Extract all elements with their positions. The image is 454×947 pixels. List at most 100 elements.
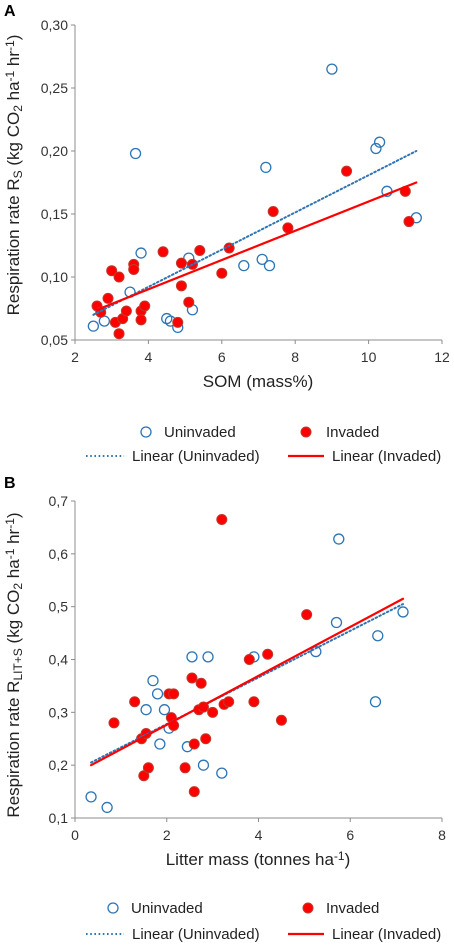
panel-a-x-tick-label: 4 [145, 349, 153, 365]
y-axis-title-part: ha [4, 81, 23, 105]
panel-b-y-tick-label: 0,1 [49, 810, 69, 826]
panel-a-point-invaded [172, 316, 184, 328]
panel-b-point-invaded [200, 733, 212, 745]
panel-b-y-tick-label: 0,3 [49, 704, 69, 720]
panel-b-point-uninvaded [369, 696, 382, 708]
x-axis-title-part: Litter mass (tonnes ha [166, 850, 335, 869]
panel-a-point-invaded [113, 328, 125, 340]
panel-a-x-axis-title: SOM (mass%) [203, 372, 314, 391]
panel-b-point-invaded [188, 738, 200, 750]
panel-b-point-invaded [262, 648, 274, 660]
panel-b-point-invaded [142, 762, 154, 774]
panel-a-point-invaded [175, 257, 187, 269]
panel-b-point-uninvaded [197, 759, 210, 771]
y-axis-title-part: -1 [3, 548, 17, 559]
panel-a-point-invaded [403, 216, 415, 228]
legend-uninvaded-label: Uninvaded [164, 424, 236, 441]
panel-b-point-invaded [186, 672, 198, 684]
panel-a-point-invaded [341, 165, 353, 177]
panel-b-point-invaded [223, 696, 235, 708]
panel-a-point-invaded [113, 271, 125, 283]
panel-b-point-invaded [188, 786, 200, 798]
panel-a-point-invaded [139, 300, 151, 312]
panel-b-point-uninvaded [85, 791, 97, 803]
y-axis-title-part: ) [4, 35, 23, 41]
panel-a-point-invaded [194, 245, 206, 257]
panel-b-plot-area: 0,1 0,2 0,3 0,4 0,5 0,6 0,7 0 2 4 6 8 [49, 493, 447, 843]
panel-a-x-tick-label: 10 [361, 349, 377, 365]
y-axis-title-part: hr [4, 51, 23, 71]
panel-label-b: B [4, 475, 16, 492]
panel-a-legend: Uninvaded Invaded Linear (Uninvaded) Lin… [86, 424, 441, 465]
panel-a-point-uninvaded [135, 247, 147, 259]
panel-label-a: A [4, 3, 16, 20]
panel-b-point-invaded [301, 609, 313, 621]
panel-a-plot-area: 0,05 0,10 0,15 0,20 0,25 0,30 2 4 6 8 10 12 [41, 17, 450, 365]
panel-b-point-uninvaded [158, 704, 171, 716]
panel-a-chart: A Respiration rate RS (kg CO2 ha-1 hr-1)… [3, 3, 450, 391]
panel-b-trendline-invaded [89, 597, 405, 767]
panel-a-point-uninvaded [238, 260, 250, 272]
panel-b-x-tick-label: 8 [438, 827, 446, 843]
panel-b-point-invaded [179, 762, 191, 774]
y-axis-title-part: -1 [3, 70, 17, 81]
panel-b-point-invaded [248, 696, 260, 708]
panel-b-point-invaded [243, 654, 255, 665]
panel-a-y-tick-label: 0,25 [41, 80, 68, 96]
panel-b-point-uninvaded [330, 616, 343, 629]
panel-b-x-tick-label: 2 [163, 827, 171, 843]
legend-uninvaded-marker [140, 426, 152, 438]
legend-linear-invaded-label: Linear (Invaded) [332, 448, 441, 465]
panel-a-point-invaded [183, 296, 195, 308]
panel-a-y-tick-label: 0,05 [41, 332, 68, 348]
panel-b-point-uninvaded [154, 738, 166, 750]
panel-a-y-tick-label: 0,20 [41, 143, 68, 159]
panel-b-y-tick-label: 0,7 [49, 493, 69, 509]
y-axis-title-part: Respiration rate R [4, 681, 23, 818]
y-axis-title-part: -1 [3, 518, 17, 529]
panel-b-x-tick-label: 0 [71, 827, 79, 843]
panel-b-point-uninvaded [151, 688, 164, 700]
x-axis-title-part: -1 [334, 849, 345, 863]
y-axis-title-part: 2 [11, 583, 25, 590]
y-axis-title-part: S [11, 170, 25, 178]
legend-linear-uninvaded-label: Linear (Uninvaded) [132, 926, 260, 943]
panel-a-point-invaded [267, 205, 279, 217]
y-axis-title-part: LIT+S [11, 648, 25, 680]
panel-b-point-invaded [195, 677, 207, 689]
panel-a-point-invaded [135, 314, 147, 326]
panel-a-y-axis-title: Respiration rate RS (kg CO2 ha-1 hr-1) [3, 35, 25, 316]
panel-a-x-tick-label: 12 [434, 349, 450, 365]
y-axis-title-part: (kg CO [4, 590, 23, 649]
panel-b-point-uninvaded [310, 645, 322, 658]
legend-uninvaded-marker [107, 902, 119, 914]
panel-b-point-uninvaded [333, 533, 345, 545]
panel-a-point-invaded [175, 280, 187, 292]
panel-b-trendline-uninvaded [90, 603, 405, 764]
panel-a-point-uninvaded [370, 142, 382, 155]
legend-linear-invaded-label: Linear (Invaded) [332, 926, 441, 943]
panel-b-point-uninvaded [216, 767, 228, 779]
panel-a-y-tick-label: 0,30 [41, 17, 68, 33]
panel-a-point-uninvaded [326, 63, 338, 75]
panel-b-x-tick-label: 4 [255, 827, 263, 843]
y-axis-title-part: hr [4, 528, 23, 548]
legend-uninvaded-label: Uninvaded [131, 900, 203, 917]
panel-b-point-invaded [275, 714, 287, 726]
panel-a-point-invaded [216, 267, 228, 279]
panel-a-y-tick-label: 0,10 [41, 269, 68, 285]
panel-b-point-invaded [168, 688, 180, 700]
panel-b-point-invaded [216, 513, 228, 525]
y-axis-title-part: ha [4, 559, 23, 583]
panel-b-point-uninvaded [397, 606, 409, 618]
panel-b-x-axis-title: Litter mass (tonnes ha-1) [166, 849, 351, 869]
panel-a-x-tick-label: 8 [291, 349, 299, 365]
panel-b-point-invaded [207, 706, 219, 718]
y-axis-title-part: -1 [3, 40, 17, 51]
panel-a-point-uninvaded [263, 260, 276, 272]
panel-a-point-invaded [106, 265, 118, 277]
panel-a-point-uninvaded [87, 320, 99, 332]
panel-a-point-invaded [102, 292, 114, 304]
panel-b-y-tick-label: 0,2 [49, 757, 69, 773]
panel-b-legend: Uninvaded Invaded Linear (Uninvaded) Lin… [86, 900, 441, 943]
